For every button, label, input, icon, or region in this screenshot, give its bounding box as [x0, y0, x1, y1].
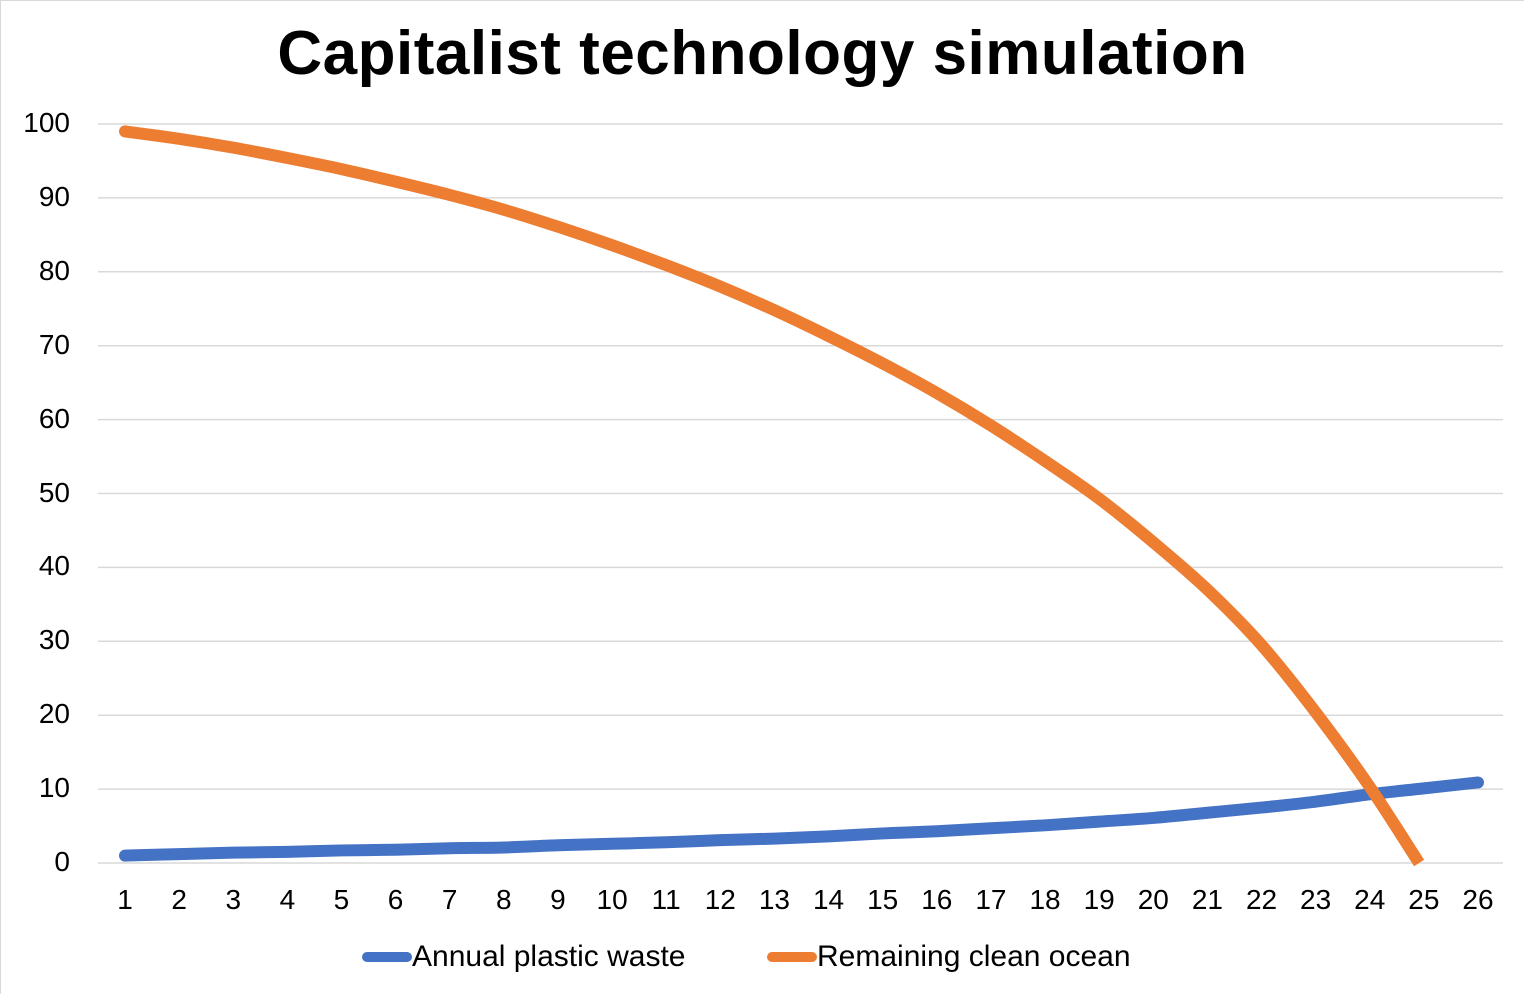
x-tick-label: 24	[1354, 884, 1386, 915]
legend: Annual plastic waste Remaining clean oce…	[0, 940, 1525, 980]
x-tick-label: 22	[1245, 884, 1278, 915]
y-tick-label: 50	[38, 476, 70, 508]
x-tick-label: 10	[596, 884, 628, 915]
x-tick-label: 19	[1083, 884, 1115, 915]
x-tick-label: 18	[1029, 884, 1061, 915]
series-lines	[119, 125, 1484, 867]
chart-title: Capitalist technology simulation	[277, 19, 1248, 88]
y-tick-label: 100	[23, 107, 70, 138]
x-tick-label: 13	[758, 884, 791, 915]
y-tick-label: 80	[38, 254, 70, 286]
legend-item-remaining-clean-ocean[interactable]: Remaining clean ocean	[767, 940, 1131, 974]
x-tick-label: 12	[704, 884, 736, 915]
series-start-cap	[119, 125, 131, 138]
x-tick-label: 7	[441, 884, 458, 915]
x-tick-label: 9	[550, 884, 566, 915]
legend-swatch-orange-icon	[767, 952, 817, 962]
x-tick-label: 6	[387, 884, 404, 915]
legend-label: Annual plastic waste	[412, 940, 686, 973]
x-tick-label: 3	[225, 884, 242, 915]
gridlines	[98, 123, 1503, 864]
y-tick-label: 40	[38, 550, 70, 582]
x-tick-label: 4	[279, 884, 296, 915]
x-tick-label: 21	[1191, 884, 1223, 915]
x-tick-label: 15	[867, 884, 899, 915]
legend-label: Remaining clean ocean	[817, 940, 1131, 973]
series-line-remaining-clean-ocean[interactable]	[124, 125, 1425, 867]
y-tick-label: 60	[38, 402, 70, 434]
x-tick-label: 23	[1300, 884, 1332, 915]
x-tick-label: 8	[496, 884, 512, 915]
x-tick-label: 14	[812, 884, 845, 915]
y-tick-label: 30	[38, 624, 70, 656]
x-tick-label: 1	[117, 884, 133, 915]
y-tick-label: 10	[38, 772, 70, 804]
legend-item-annual-plastic-waste[interactable]: Annual plastic waste	[362, 940, 686, 974]
y-tick-label: 70	[38, 328, 70, 360]
x-tick-label: 25	[1408, 884, 1440, 915]
x-tick-label: 16	[921, 884, 953, 915]
x-tick-label: 5	[333, 884, 350, 915]
x-tick-label: 11	[651, 884, 681, 915]
x-tick-label: 17	[975, 884, 1007, 915]
y-tick-label: 0	[54, 846, 70, 877]
legend-swatch-blue-icon	[362, 952, 412, 962]
x-tick-label: 20	[1137, 884, 1169, 915]
x-tick-label: 2	[171, 884, 187, 915]
y-tick-label: 20	[38, 698, 70, 730]
x-tick-label: 26	[1462, 884, 1494, 915]
series-line-annual-plastic-waste[interactable]	[119, 776, 1484, 862]
y-tick-label: 90	[38, 180, 70, 212]
